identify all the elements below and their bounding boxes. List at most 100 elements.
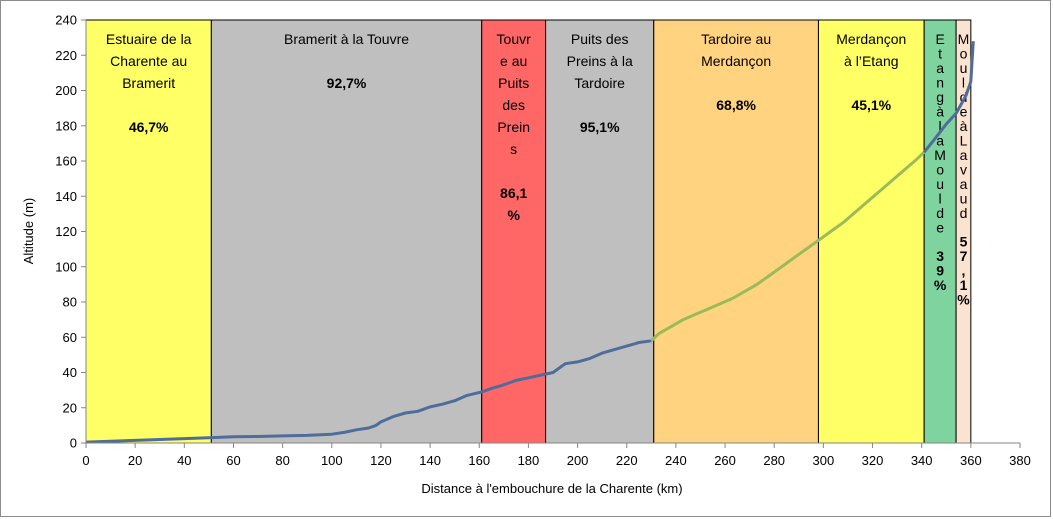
segment-percentage: 95,1% xyxy=(580,119,620,135)
y-tick-label: 0 xyxy=(70,436,77,451)
segment-percentage: % xyxy=(507,207,520,223)
segment-label-line: u xyxy=(960,191,968,207)
segment-percentage: 92,7% xyxy=(327,75,367,91)
segment-label-line: o xyxy=(960,46,968,62)
segment-band-1 xyxy=(210,19,483,444)
y-tick-label: 180 xyxy=(55,118,77,133)
segment-label-line: d xyxy=(960,89,968,105)
segment-label-line: t xyxy=(938,46,942,62)
segment-label-line: Merdançon xyxy=(836,31,906,47)
x-tick-label: 140 xyxy=(419,453,441,468)
segment-label-line: Puits xyxy=(498,75,529,91)
segment-label-line: u xyxy=(960,60,968,76)
segment-label-line: Tardoire au xyxy=(701,31,771,47)
x-tick-label: 40 xyxy=(177,453,191,468)
segment-label-line: g xyxy=(936,89,944,105)
y-tick-label: 220 xyxy=(55,48,77,63)
x-tick-label: 260 xyxy=(714,453,736,468)
segment-label-line: a xyxy=(936,133,944,149)
x-tick-label: 240 xyxy=(665,453,687,468)
series-line-part-1 xyxy=(650,151,926,342)
x-tick-label: 160 xyxy=(468,453,490,468)
segment-label-line: Bramerit xyxy=(122,75,175,91)
segment-band-6 xyxy=(923,19,957,444)
segment-percentage: 5 xyxy=(960,234,968,250)
y-tick-label: 60 xyxy=(63,330,77,345)
y-tick-label: 240 xyxy=(55,13,77,28)
segment-label-line: o xyxy=(936,162,944,178)
segment-label-line: e xyxy=(960,104,968,120)
segment-label-line: E xyxy=(935,31,944,47)
segment-label-line: Estuaire de la xyxy=(106,31,192,47)
segment-label-line: n xyxy=(936,75,944,91)
segment-label-line: Prein xyxy=(497,119,530,135)
segment-label-line: Touvr xyxy=(497,31,532,47)
x-tick-label: 60 xyxy=(226,453,240,468)
segment-percentage: 1 xyxy=(960,277,968,293)
segment-label-line: a xyxy=(960,147,968,163)
segment-label-line: a xyxy=(936,60,944,76)
y-tick-label: 140 xyxy=(55,189,77,204)
x-tick-label: 380 xyxy=(1009,453,1031,468)
segment-label-line: Puits des xyxy=(571,31,629,47)
segment-label-line: l xyxy=(962,75,965,91)
segment-label-line: v xyxy=(960,162,967,178)
segment-percentage: 45,1% xyxy=(851,97,891,113)
y-tick-label: 40 xyxy=(63,365,77,380)
y-tick-label: 120 xyxy=(55,224,77,239)
segment-percentage: 3 xyxy=(936,248,944,264)
segment-label-line: l xyxy=(939,191,942,207)
segment-label-line: u xyxy=(936,176,944,192)
segment-label-line: e au xyxy=(500,53,527,69)
segment-percentage: , xyxy=(962,263,966,279)
segment-labels: Estuaire de la Charente au Bramerit 46,7% Br… xyxy=(106,31,970,308)
segment-label-line: Charente au xyxy=(110,53,187,69)
segment-label-line: à xyxy=(960,118,968,134)
segment-percentage: % xyxy=(957,292,970,308)
segment-percentage: % xyxy=(934,277,947,293)
segment-label-line: L xyxy=(960,133,968,149)
segment-percentage: 9 xyxy=(936,263,944,279)
segment-percentage: 68,8% xyxy=(716,97,756,113)
series-layer xyxy=(85,41,975,444)
x-tick-label: 340 xyxy=(911,453,933,468)
x-axis-title: Distance à l'embouchure de la Charente (… xyxy=(421,481,682,496)
segment-percentage: 7 xyxy=(960,248,968,264)
segment-label-line: l xyxy=(939,118,942,134)
segment-label-line: Preins à la xyxy=(567,53,633,69)
x-tick-label: 100 xyxy=(321,453,343,468)
y-tick-label: 20 xyxy=(63,400,77,415)
y-tick-label: 100 xyxy=(55,259,77,274)
segment-label-line: des xyxy=(502,97,525,113)
segment-label-line: d xyxy=(936,205,944,221)
series-line-part-2 xyxy=(922,41,975,154)
x-tick-label: 360 xyxy=(960,453,982,468)
x-tick-label: 220 xyxy=(616,453,638,468)
segment-label-line: d xyxy=(960,205,968,221)
segment-label-line: à xyxy=(936,104,944,120)
segment-label-line: a xyxy=(960,176,968,192)
segment-label-line: Bramerit à la Touvre xyxy=(284,31,409,47)
x-tick-label: 200 xyxy=(567,453,589,468)
segment-band-4 xyxy=(653,19,819,444)
x-tick-label: 280 xyxy=(763,453,785,468)
y-tick-label: 80 xyxy=(63,295,77,310)
segment-band-5 xyxy=(817,19,925,444)
series-line-part-0 xyxy=(85,339,652,444)
segment-label-line: e xyxy=(936,220,944,236)
segment-label-line: M xyxy=(934,147,946,163)
segment-band-0 xyxy=(85,19,212,444)
segment-label-line: Tardoire xyxy=(574,75,625,91)
y-axis-title: Altitude (m) xyxy=(21,198,36,264)
segment-label-line: Merdançon xyxy=(701,53,771,69)
x-tick-label: 300 xyxy=(813,453,835,468)
x-tick-label: 20 xyxy=(128,453,142,468)
segment-percentage: 46,7% xyxy=(129,119,169,135)
x-tick-label: 120 xyxy=(370,453,392,468)
segment-label-line: s xyxy=(510,141,517,157)
segment-label-line: à l’Etang xyxy=(844,53,898,69)
x-tick-label: 80 xyxy=(275,453,289,468)
